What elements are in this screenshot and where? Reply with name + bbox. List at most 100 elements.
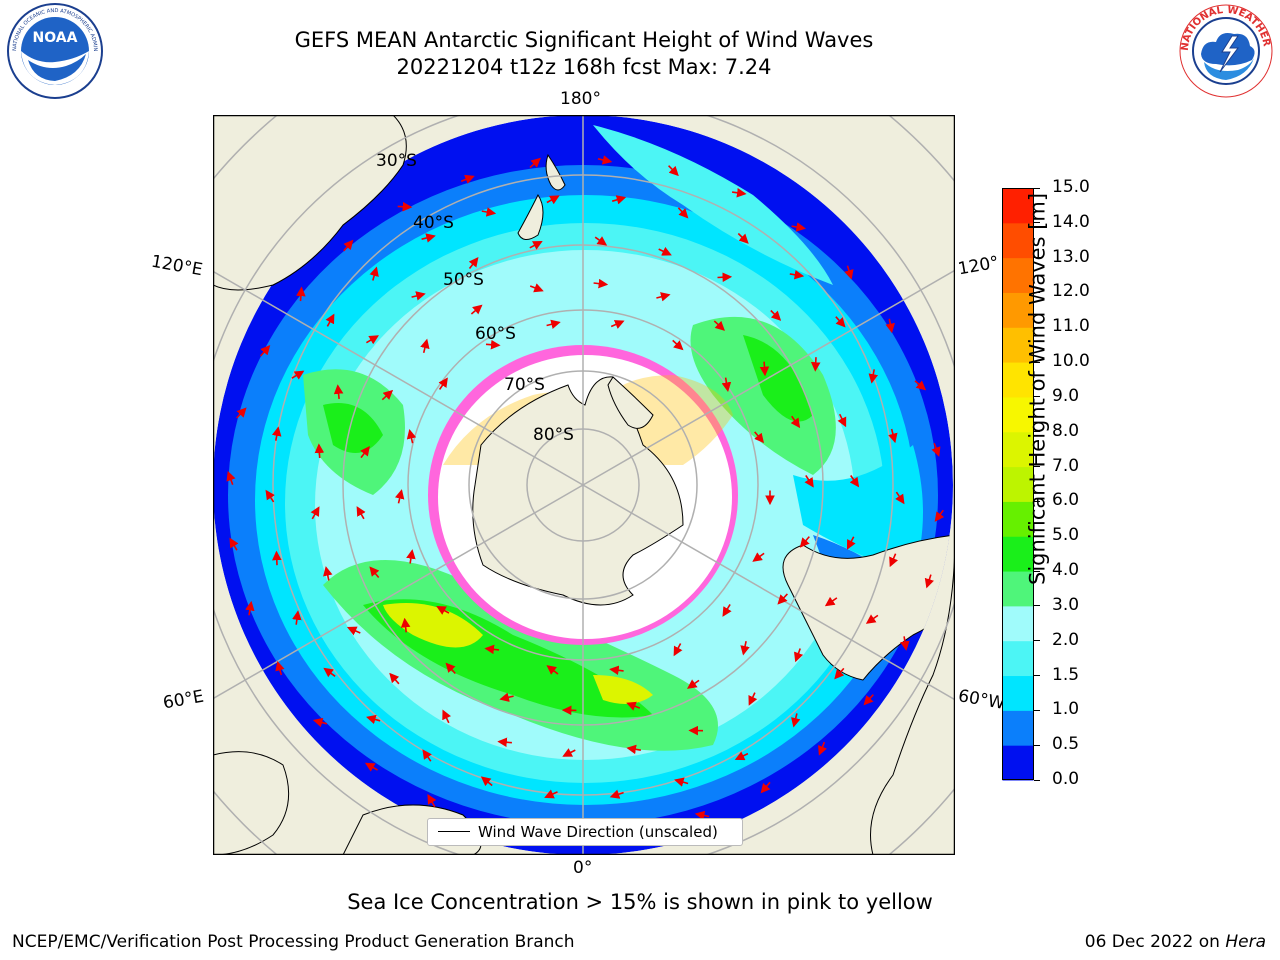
wind-wave-arrow bbox=[325, 313, 335, 327]
wind-wave-arrow bbox=[752, 552, 765, 562]
wind-wave-arrow bbox=[292, 610, 302, 625]
wind-wave-arrow bbox=[658, 246, 672, 256]
colorbar-tick-mark bbox=[1034, 361, 1040, 363]
wind-wave-arrow bbox=[529, 241, 543, 250]
sea-ice-note: Sea Ice Concentration > 15% is shown in … bbox=[347, 890, 933, 914]
wind-wave-arrow bbox=[400, 617, 411, 633]
new-zealand-south bbox=[517, 194, 544, 240]
colorbar-tick-mark bbox=[1034, 222, 1040, 224]
colorbar-tick-label: 0.0 bbox=[1052, 769, 1080, 789]
footer-credit: NCEP/EMC/Verification Post Processing Pr… bbox=[12, 932, 575, 952]
colorbar-tick-mark bbox=[1034, 187, 1040, 189]
wind-wave-arrow bbox=[609, 665, 624, 676]
colorbar-segment bbox=[1002, 710, 1034, 746]
wind-wave-arrow bbox=[914, 380, 927, 391]
wind-wave-arrow bbox=[609, 789, 624, 799]
colorbar-tick-mark bbox=[1034, 779, 1040, 781]
colorbar-tick-mark bbox=[1034, 466, 1040, 468]
wind-wave-arrow bbox=[343, 239, 354, 252]
chart-subtitle: 20221204 t12z 168h fcst Max: 7.24 bbox=[396, 55, 772, 79]
wind-wave-arrow bbox=[460, 174, 475, 184]
wind-wave-arrow bbox=[837, 413, 847, 428]
wind-wave-arrow bbox=[497, 737, 512, 748]
wind-wave-arrow bbox=[364, 762, 379, 772]
wind-wave-arrow bbox=[406, 549, 416, 564]
chart-title: GEFS MEAN Antarctic Significant Height o… bbox=[294, 28, 874, 52]
wind-wave-arrow bbox=[849, 475, 860, 488]
wind-wave-arrow bbox=[722, 603, 732, 617]
colorbar-tick-mark bbox=[1034, 431, 1040, 433]
colorbar-tick-label: 6.0 bbox=[1052, 490, 1080, 511]
map-frame bbox=[213, 115, 955, 855]
wind-wave-arrow bbox=[626, 701, 641, 711]
wind-wave-arrow bbox=[323, 566, 333, 581]
wind-wave-arrow bbox=[470, 304, 483, 315]
colorbar-segment bbox=[1002, 292, 1034, 328]
wind-wave-arrow bbox=[626, 744, 642, 755]
wind-wave-arrow bbox=[673, 643, 683, 657]
wind-wave-arrow bbox=[421, 233, 436, 243]
colorbar-tick-mark bbox=[1034, 744, 1040, 746]
colorbar-tick-mark bbox=[1034, 535, 1040, 537]
wind-wave-arrow bbox=[272, 550, 282, 566]
wind-wave-arrow bbox=[275, 660, 285, 676]
wind-wave-arrow bbox=[791, 222, 806, 232]
wind-wave-arrow bbox=[365, 335, 379, 345]
wind-wave-arrow bbox=[656, 292, 671, 302]
colorbar bbox=[1002, 188, 1034, 781]
colorbar-tick-mark bbox=[1034, 291, 1040, 293]
wind-wave-arrow bbox=[737, 232, 749, 244]
colorbar-tick-mark bbox=[1034, 257, 1040, 259]
wind-wave-arrow bbox=[422, 749, 432, 762]
wind-wave-arrow bbox=[770, 309, 782, 321]
lat-label-30s: 30°S bbox=[376, 151, 417, 171]
wind-wave-arrow bbox=[445, 662, 456, 675]
wind-wave-arrow bbox=[427, 794, 437, 808]
new-zealand-north bbox=[545, 153, 566, 191]
wind-wave-arrow bbox=[394, 489, 405, 504]
colorbar-segment bbox=[1002, 571, 1034, 607]
wind-wave-arrow bbox=[296, 286, 306, 302]
wind-wave-arrow bbox=[777, 593, 788, 605]
wind-wave-arrow bbox=[333, 384, 344, 399]
wind-wave-arrow bbox=[835, 316, 846, 328]
colorbar-tick-label: 15.0 bbox=[1052, 177, 1090, 197]
footer-date: 06 Dec 2022 on Hera bbox=[1085, 932, 1266, 952]
wind-wave-arrow bbox=[438, 377, 448, 390]
wind-wave-arrow bbox=[499, 692, 514, 702]
wind-wave-arrow bbox=[834, 667, 845, 680]
colorbar-segment bbox=[1002, 188, 1034, 224]
wind-wave-arrow bbox=[754, 431, 765, 444]
wind-wave-arrow bbox=[888, 428, 898, 444]
wind-wave-arrow bbox=[406, 429, 417, 444]
wind-wave-arrow bbox=[346, 626, 361, 636]
south-america bbox=[782, 534, 953, 681]
wind-wave-arrow bbox=[694, 810, 710, 821]
wind-wave-arrow bbox=[790, 415, 801, 429]
wind-wave-arrow bbox=[674, 777, 689, 787]
wind-wave-arrow bbox=[229, 537, 239, 551]
colorbar-tick-label: 5.0 bbox=[1052, 525, 1080, 546]
wind-wave-arrow bbox=[686, 679, 700, 689]
lon-label-120e: 120°E bbox=[149, 251, 205, 281]
wind-wave-arrow bbox=[544, 789, 558, 799]
swell-zone-pacific bbox=[690, 316, 836, 475]
wind-wave-arrow bbox=[865, 614, 879, 624]
wind-wave-arrow bbox=[442, 709, 451, 724]
wind-wave-arrow bbox=[593, 278, 609, 289]
colorbar-segment bbox=[1002, 362, 1034, 398]
colorbar-tick-label: 8.0 bbox=[1052, 420, 1080, 441]
wind-wave-arrow bbox=[245, 600, 255, 616]
wind-wave-arrow bbox=[411, 291, 426, 301]
colorbar-tick-label: 13.0 bbox=[1052, 246, 1090, 267]
wind-wave-arrow bbox=[381, 389, 394, 401]
lat-label-70s: 70°S bbox=[504, 375, 545, 395]
colorbar-segment bbox=[1002, 501, 1034, 537]
wind-wave-arrow bbox=[717, 272, 733, 283]
colorbar-tick-mark bbox=[1034, 605, 1040, 607]
legend-label: Wind Wave Direction (unscaled) bbox=[478, 823, 718, 841]
wind-wave-arrow bbox=[366, 714, 381, 725]
colorbar-tick-mark bbox=[1034, 709, 1040, 711]
wind-wave-arrow bbox=[748, 692, 758, 706]
wind-wave-arrow bbox=[226, 470, 236, 485]
